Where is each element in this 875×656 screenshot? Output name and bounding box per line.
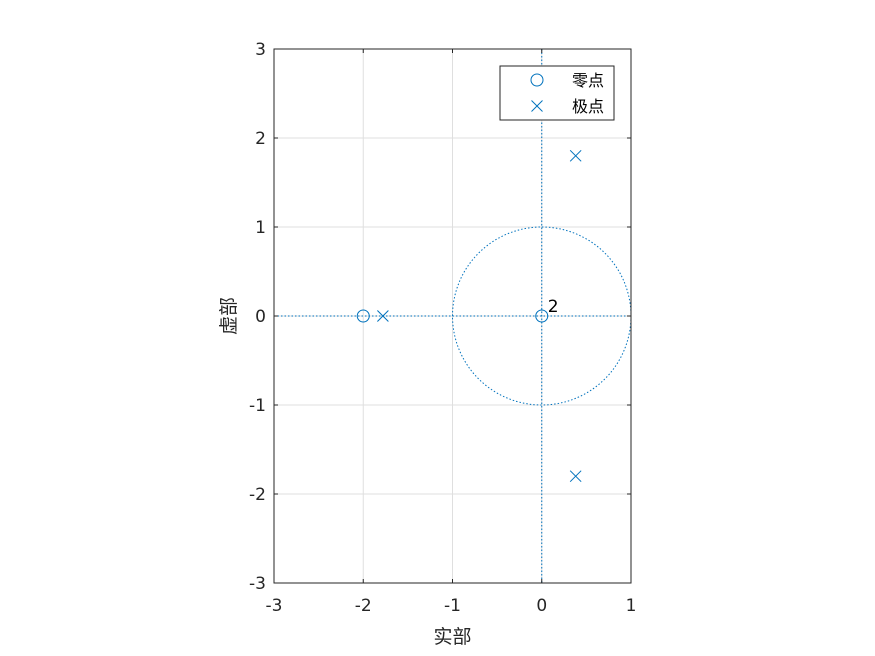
y-axis: -3 -2 -1 0 1 2 3 [249, 40, 631, 594]
x-tick-label: 0 [536, 596, 547, 616]
x-axis-title: 实部 [433, 626, 471, 648]
y-axis-title: 虚部 [218, 297, 240, 335]
x-tick-label: -3 [266, 596, 283, 616]
x-marker-stroke [569, 149, 582, 162]
x-marker-stroke [569, 470, 582, 483]
x-tick-label: 1 [626, 596, 637, 616]
y-tick-label: -1 [249, 396, 266, 416]
x-marker-stroke [531, 100, 543, 112]
pole-marker [569, 149, 582, 162]
x-tick-label: -1 [444, 596, 461, 616]
annotations: 2 [548, 297, 559, 317]
legend-zero-marker [530, 73, 544, 87]
legend-label: 零点 [572, 71, 604, 90]
x-tick-label: -2 [355, 596, 372, 616]
pole-marker [569, 470, 582, 483]
y-tick-label: 0 [255, 307, 266, 327]
legend-pole-marker [531, 100, 543, 112]
x-marker-stroke [377, 310, 389, 322]
zero-marker [356, 309, 370, 323]
data-markers [356, 149, 582, 483]
legend-label: 极点 [572, 97, 604, 116]
y-tick-label: 1 [255, 218, 266, 238]
multiplicity-label: 2 [548, 297, 559, 317]
y-tick-label: 3 [255, 40, 266, 60]
zero-marker [535, 309, 549, 323]
y-tick-label: -2 [249, 485, 266, 505]
pole-marker [377, 310, 389, 322]
y-tick-label: 2 [255, 129, 266, 149]
x-axis: -3 -2 -1 0 1 [266, 49, 637, 616]
legend-box [499, 65, 615, 121]
y-tick-label: -3 [249, 574, 266, 594]
